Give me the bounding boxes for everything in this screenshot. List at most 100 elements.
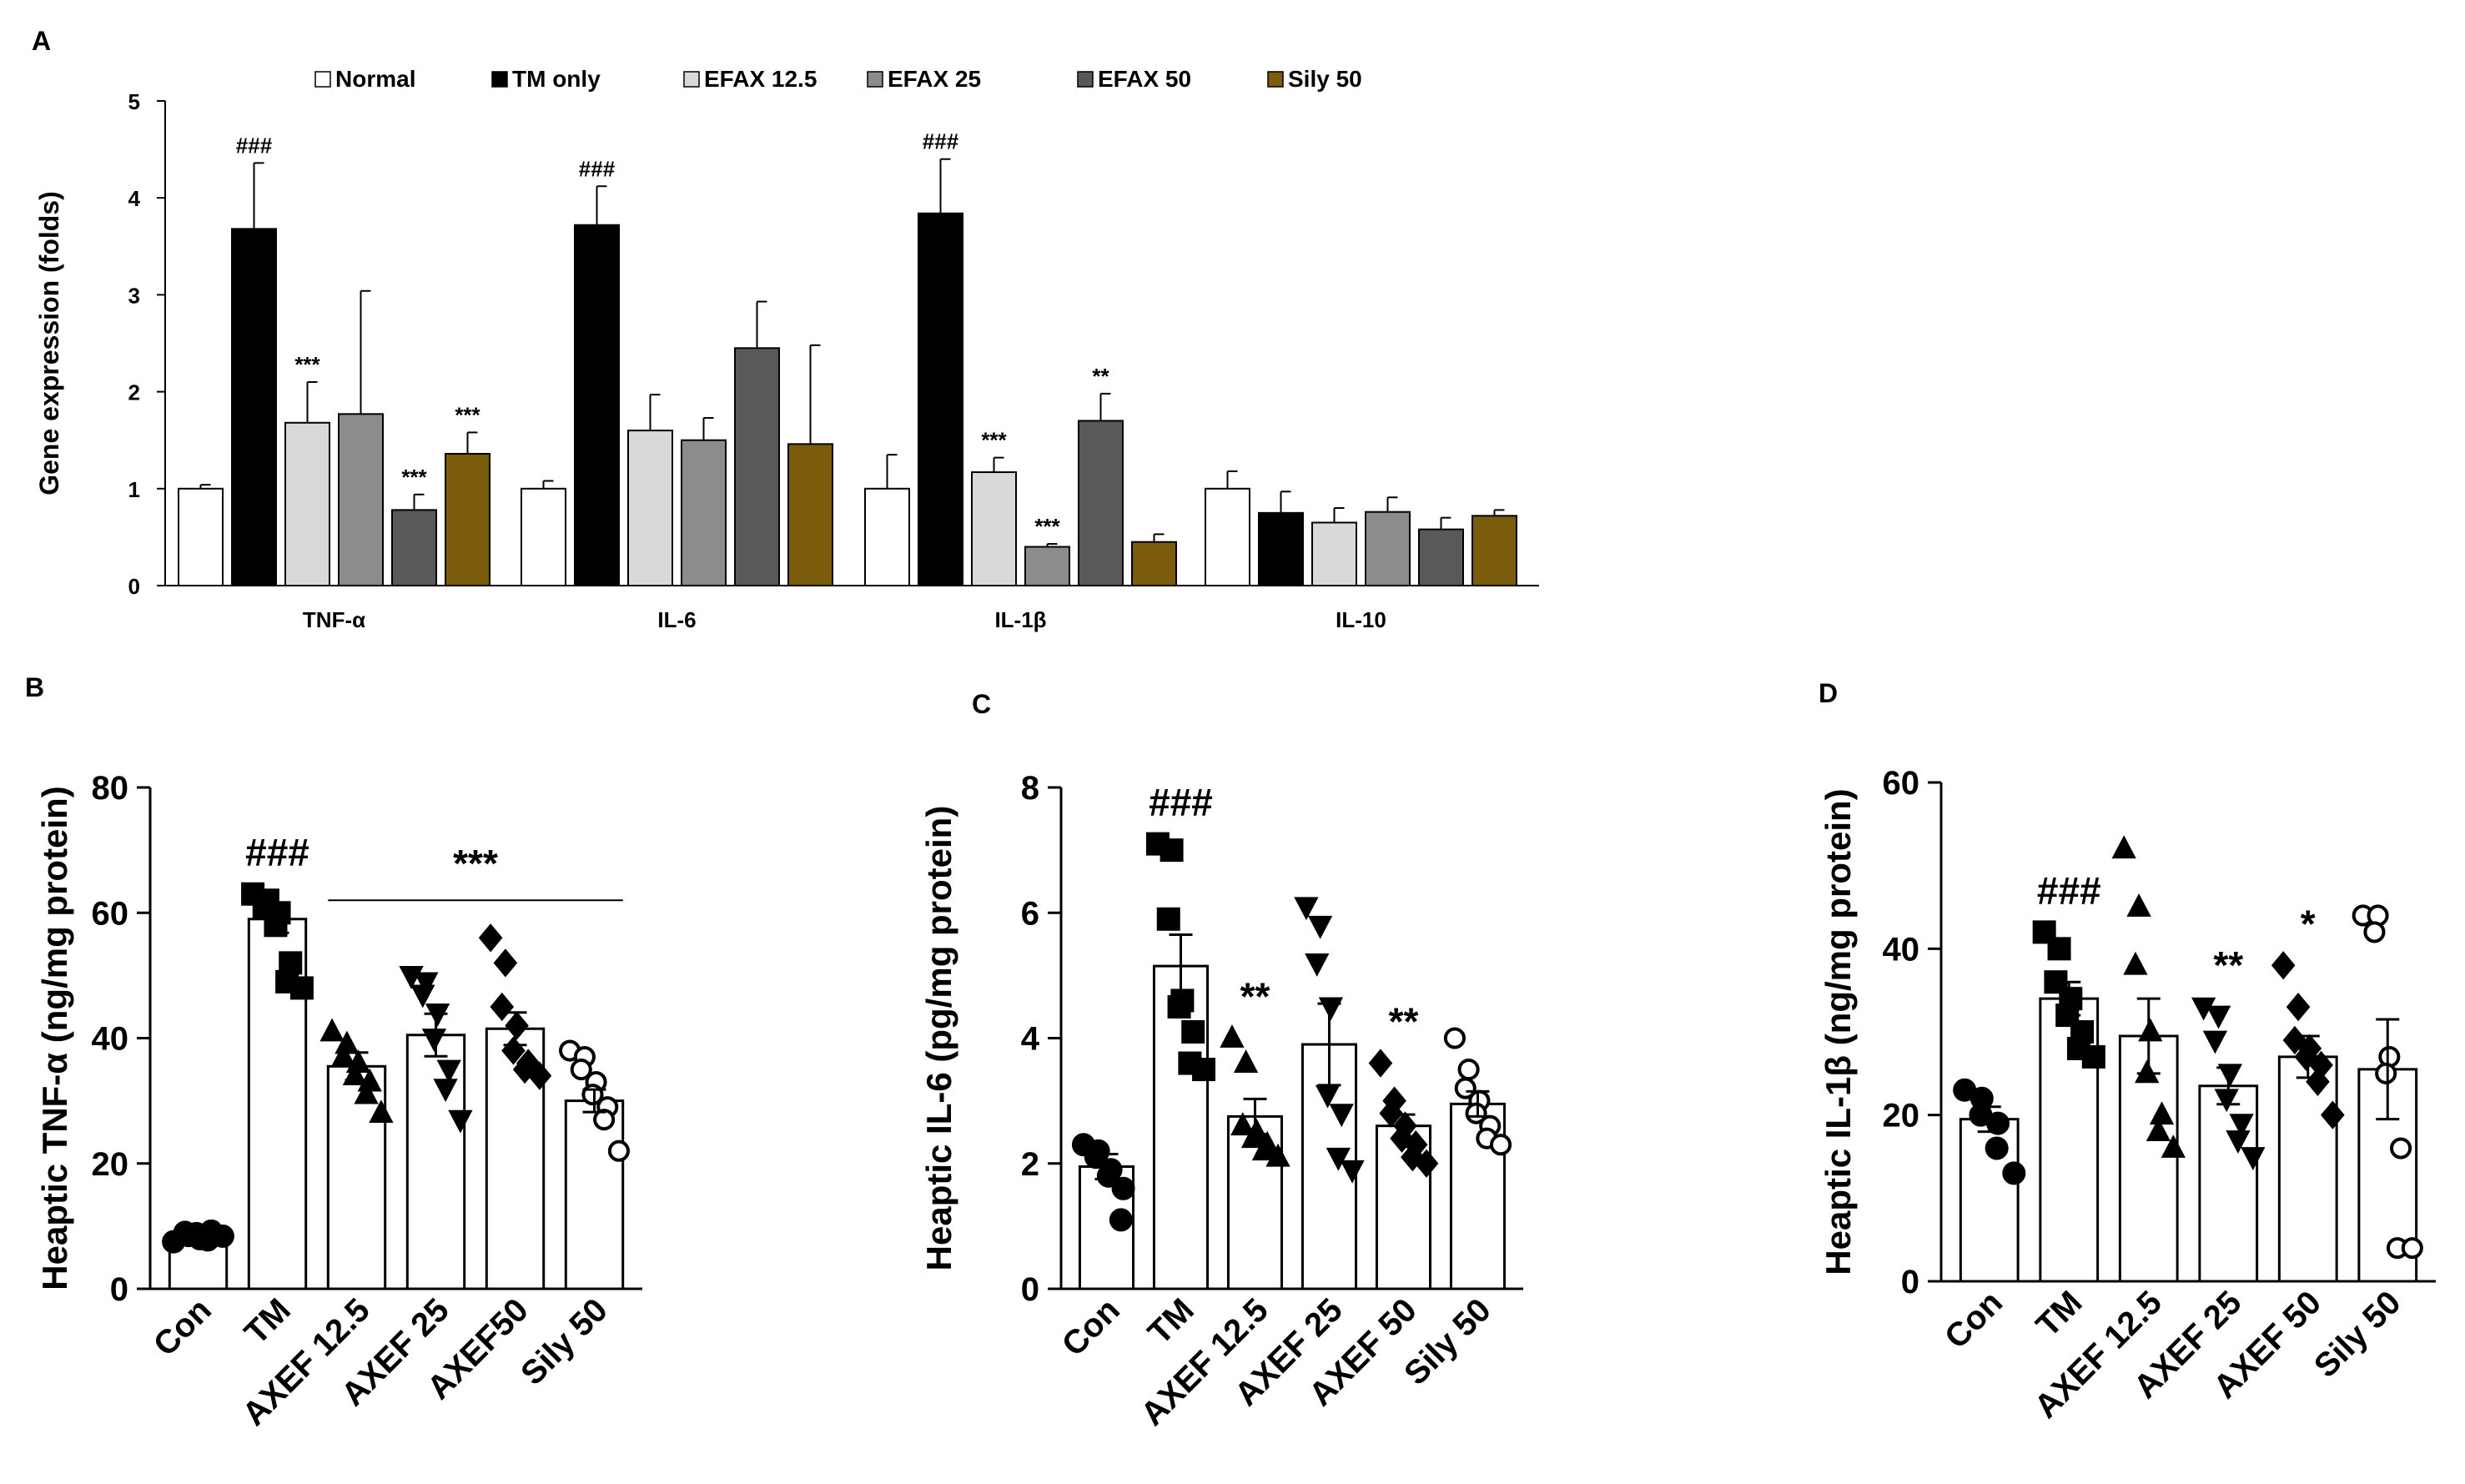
x-category-label-con: Con bbox=[1938, 1284, 2010, 1356]
y-axis-title: Gene expression (folds) bbox=[34, 191, 64, 496]
legend-label-efax-12-5: EFAX 12.5 bbox=[704, 66, 817, 92]
data-point bbox=[2363, 921, 2386, 943]
y-tick-label: 60 bbox=[92, 895, 129, 932]
data-point bbox=[331, 1043, 356, 1067]
data-point bbox=[2271, 951, 2296, 980]
y-tick-label: 20 bbox=[92, 1146, 129, 1183]
data-point bbox=[2241, 1147, 2266, 1170]
y-tick-label: 60 bbox=[1883, 765, 1920, 802]
significance-mark: * bbox=[2301, 902, 2316, 945]
data-point bbox=[570, 1059, 592, 1081]
x-category-label-il-6: IL-6 bbox=[657, 607, 696, 632]
data-point bbox=[1414, 1149, 1439, 1178]
significance-mark: ** bbox=[2213, 943, 2243, 987]
data-point bbox=[1111, 1176, 1135, 1200]
significance-mark: ### bbox=[579, 156, 616, 181]
y-tick-label: 2 bbox=[1021, 1146, 1039, 1183]
data-point bbox=[1368, 1049, 1393, 1078]
data-point bbox=[369, 1099, 394, 1124]
data-point bbox=[319, 1018, 345, 1042]
bar-il-10-sily-50 bbox=[1471, 515, 1517, 586]
legend-label-normal: Normal bbox=[335, 66, 415, 92]
bar-il-1-efax-12-5 bbox=[971, 471, 1017, 587]
data-point bbox=[2286, 992, 2311, 1022]
x-category-label-sily-50: Sily 50 bbox=[514, 1291, 615, 1392]
data-point bbox=[1230, 1112, 1255, 1136]
significance-mark: ### bbox=[2037, 868, 2101, 912]
x-category-label-con: Con bbox=[147, 1291, 219, 1363]
data-point bbox=[436, 1059, 461, 1084]
data-point bbox=[2229, 1114, 2254, 1138]
legend-swatch-efax-12-5 bbox=[683, 71, 700, 88]
data-point bbox=[1109, 1208, 1133, 1232]
data-point bbox=[505, 1011, 529, 1040]
panel-c-il6-chart: C 0 2 4 6 8 Heaptic IL-6 (pg/mg protein) Con ###… bbox=[919, 689, 1523, 1433]
panel-a-gene-expression-chart: A Normal TM only EFAX 12.5 EFAX 25 EFAX 50 Sil… bbox=[32, 26, 1539, 632]
data-point bbox=[2002, 1161, 2026, 1185]
data-point bbox=[210, 1224, 234, 1248]
data-point bbox=[2081, 1044, 2105, 1069]
bar-il-6-efax-25 bbox=[681, 439, 727, 587]
legend-swatch-efax-25 bbox=[867, 71, 883, 88]
data-point bbox=[490, 992, 515, 1022]
data-point bbox=[1167, 994, 1191, 1019]
significance-mark: *** bbox=[981, 428, 1007, 453]
legend-swatch-tm-only bbox=[491, 71, 508, 88]
y-tick-label: 20 bbox=[1883, 1098, 1920, 1134]
data-point bbox=[493, 948, 518, 978]
data-point bbox=[1096, 1164, 1120, 1188]
x-category-label-tm: TM bbox=[238, 1291, 298, 1351]
legend-label-sily-50: Sily 50 bbox=[1288, 66, 1362, 92]
data-point bbox=[2206, 1005, 2231, 1029]
data-point bbox=[2138, 1018, 2163, 1042]
data-point bbox=[1326, 1147, 1351, 1171]
bar-tnf-efax-50 bbox=[391, 509, 437, 587]
significance-mark: ** bbox=[1389, 1000, 1419, 1044]
bar-il-6-sily-50 bbox=[787, 443, 833, 587]
bar-il-1-tm-only bbox=[918, 212, 963, 587]
bar-il-6-efax-12-5 bbox=[627, 430, 673, 587]
data-point bbox=[1379, 1099, 1404, 1128]
x-category-label-sily-50: Sily 50 bbox=[2307, 1284, 2408, 1385]
data-point bbox=[448, 1109, 473, 1134]
data-point bbox=[1307, 915, 1333, 939]
data-point bbox=[1329, 1104, 1354, 1128]
legend-label-tm-only: TM only bbox=[512, 66, 601, 92]
significance-mark: ### bbox=[923, 129, 959, 154]
data-point bbox=[421, 1029, 447, 1052]
bar-il-10-efax-12-5 bbox=[1311, 521, 1357, 586]
y-tick-label: 8 bbox=[1021, 770, 1039, 807]
data-point bbox=[414, 972, 439, 996]
bar-il-1-efax-25 bbox=[1024, 546, 1070, 587]
legend-label-efax-50: EFAX 50 bbox=[1098, 66, 1191, 92]
legend-label-efax-25: EFAX 25 bbox=[888, 66, 981, 92]
data-point bbox=[1443, 1027, 1466, 1049]
data-point bbox=[1251, 1137, 1277, 1161]
panel-label: B bbox=[25, 672, 44, 702]
data-point bbox=[2135, 1059, 2160, 1084]
y-tick-label: 40 bbox=[1883, 931, 1920, 968]
data-point bbox=[2111, 835, 2136, 859]
data-point bbox=[2161, 1134, 2186, 1158]
y-axis-title: Heaptic IL-1β (ng/mg protein) bbox=[1819, 788, 1858, 1275]
y-tick-label: 0 bbox=[1901, 1264, 1919, 1300]
data-point bbox=[1156, 907, 1180, 931]
data-point bbox=[2202, 1030, 2228, 1054]
bar-il-10-normal bbox=[1205, 487, 1250, 586]
data-point bbox=[1340, 1160, 1365, 1184]
data-point bbox=[1985, 1136, 2009, 1160]
data-point bbox=[1265, 1143, 1290, 1167]
bar-il-10-efax-50 bbox=[1418, 528, 1464, 586]
data-point bbox=[1454, 1077, 1476, 1099]
bar-axef-50 bbox=[1375, 1124, 1432, 1290]
bar-il-6-normal bbox=[521, 487, 566, 586]
panel-label: A bbox=[32, 26, 51, 56]
significance-mark: *** bbox=[401, 465, 427, 490]
y-tick-label: 4 bbox=[128, 186, 141, 211]
data-point bbox=[1318, 997, 1344, 1021]
significance-mark: *** bbox=[294, 352, 320, 377]
y-tick-label: 3 bbox=[128, 283, 140, 308]
data-point bbox=[2146, 1118, 2171, 1141]
bar-axef-50 bbox=[2277, 1055, 2338, 1283]
data-point bbox=[2321, 1100, 2345, 1129]
